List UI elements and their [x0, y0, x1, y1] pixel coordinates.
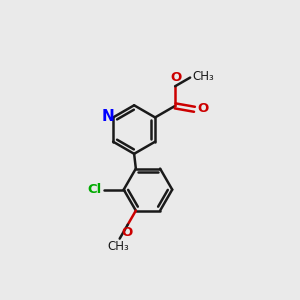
Text: N: N [102, 109, 114, 124]
Text: O: O [170, 71, 181, 84]
Text: O: O [121, 226, 132, 239]
Text: CH₃: CH₃ [192, 70, 214, 83]
Text: Cl: Cl [88, 183, 102, 196]
Text: CH₃: CH₃ [108, 241, 129, 254]
Text: O: O [197, 102, 208, 115]
